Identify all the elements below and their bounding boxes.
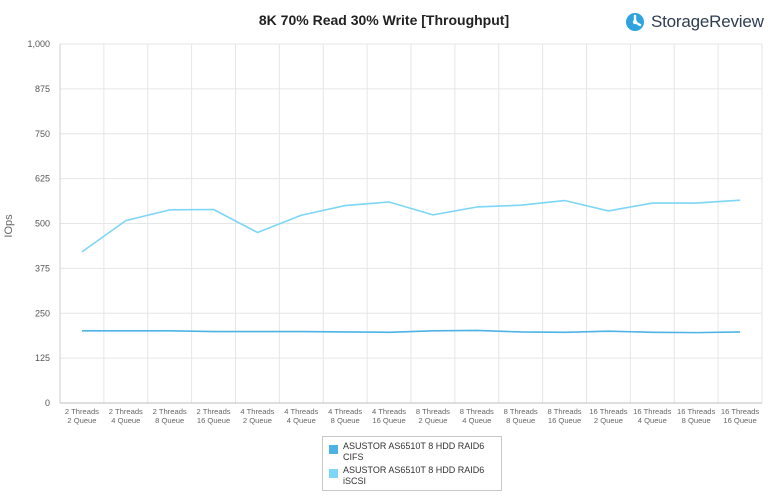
x-tick-label: 4 Queue xyxy=(287,416,316,425)
brand-logo[interactable]: StorageReview xyxy=(625,12,764,32)
data-point[interactable] xyxy=(605,328,611,334)
grid-lines xyxy=(59,43,763,403)
legend-label-iscsi: ASUSTOR AS6510T 8 HDD RAID6 iSCSI xyxy=(343,465,485,486)
x-tick-label: 16 Queue xyxy=(548,416,581,425)
data-point[interactable] xyxy=(430,328,436,334)
y-tick-labels: 0 125 250 375 500 625 750 875 1,000 xyxy=(27,39,50,408)
x-tick-label: 2 Threads xyxy=(109,407,143,416)
data-point[interactable] xyxy=(123,218,129,224)
legend-swatch-cifs xyxy=(329,445,338,454)
storagereview-logo-icon xyxy=(626,13,644,31)
data-point[interactable] xyxy=(430,212,436,218)
data-point[interactable] xyxy=(693,200,699,206)
x-tick-label: 4 Threads xyxy=(240,407,274,416)
x-tick-label: 8 Queue xyxy=(155,416,184,425)
data-point[interactable] xyxy=(254,329,260,335)
y-tick-label: 500 xyxy=(35,219,50,229)
x-tick-label: 4 Threads xyxy=(328,407,362,416)
x-tick-label: 8 Threads xyxy=(416,407,450,416)
data-point[interactable] xyxy=(562,329,568,335)
x-tick-label: 4 Queue xyxy=(638,416,667,425)
data-point[interactable] xyxy=(123,328,129,334)
legend-swatch-iscsi xyxy=(329,469,338,478)
x-tick-label: 8 Threads xyxy=(504,407,538,416)
data-point[interactable] xyxy=(518,202,524,208)
y-tick-label: 750 xyxy=(35,129,50,139)
legend: ASUSTOR AS6510T 8 HDD RAID6 CIFS ASUSTOR… xyxy=(322,436,502,491)
data-point[interactable] xyxy=(342,203,348,209)
x-tick-label: 2 Queue xyxy=(243,416,272,425)
data-point[interactable] xyxy=(298,329,304,335)
x-tick-label: 4 Queue xyxy=(111,416,140,425)
data-point[interactable] xyxy=(737,329,743,335)
data-point[interactable] xyxy=(649,200,655,206)
x-tick-label: 8 Queue xyxy=(506,416,535,425)
data-point[interactable] xyxy=(693,330,699,336)
data-point[interactable] xyxy=(79,249,85,255)
y-axis-label: IOps xyxy=(3,214,15,238)
data-point[interactable] xyxy=(562,198,568,204)
data-point[interactable] xyxy=(474,327,480,333)
x-tick-label: 2 Threads xyxy=(197,407,231,416)
data-point[interactable] xyxy=(211,329,217,335)
series-line-iscsi[interactable] xyxy=(81,199,741,253)
x-tick-label: 8 Queue xyxy=(331,416,360,425)
x-tick-label: 4 Threads xyxy=(284,407,318,416)
data-point[interactable] xyxy=(167,328,173,334)
data-point[interactable] xyxy=(474,204,480,210)
chart-title: 8K 70% Read 30% Write [Throughput] xyxy=(258,12,510,28)
y-tick-label: 250 xyxy=(35,308,50,318)
y-tick-label: 375 xyxy=(35,263,50,273)
data-point[interactable] xyxy=(298,212,304,218)
x-tick-label: 16 Threads xyxy=(633,407,671,416)
y-tick-label: 125 xyxy=(35,353,50,363)
y-tick-label: 875 xyxy=(35,84,50,94)
legend-item-cifs[interactable]: ASUSTOR AS6510T 8 HDD RAID6 CIFS xyxy=(329,441,484,463)
axes xyxy=(59,44,762,404)
data-point[interactable] xyxy=(518,329,524,335)
data-point[interactable] xyxy=(211,206,217,212)
data-point[interactable] xyxy=(254,229,260,235)
x-tick-label: 16 Queue xyxy=(197,416,230,425)
x-tick-label: 8 Threads xyxy=(460,407,494,416)
x-tick-label: 4 Threads xyxy=(372,407,406,416)
x-tick-label: 2 Queue xyxy=(594,416,623,425)
data-point[interactable] xyxy=(79,328,85,334)
x-tick-label: 8 Threads xyxy=(548,407,582,416)
legend-label-cifs: ASUSTOR AS6510T 8 HDD RAID6 CIFS xyxy=(343,441,485,462)
x-tick-label: 2 Threads xyxy=(65,407,99,416)
x-tick-label: 16 Threads xyxy=(677,407,715,416)
x-tick-label: 16 Threads xyxy=(721,407,759,416)
data-point[interactable] xyxy=(737,197,743,203)
y-tick-label: 625 xyxy=(35,174,50,184)
x-tick-label: 4 Queue xyxy=(462,416,491,425)
data-point[interactable] xyxy=(649,329,655,335)
series-line-cifs[interactable] xyxy=(81,329,741,334)
x-tick-label: 16 Queue xyxy=(723,416,756,425)
y-tick-label: 1,000 xyxy=(27,39,50,49)
x-tick-label: 2 Threads xyxy=(153,407,187,416)
x-tick-label: 16 Queue xyxy=(372,416,405,425)
brand-name: StorageReview xyxy=(651,12,764,31)
x-tick-label: 16 Threads xyxy=(589,407,627,416)
series-lines xyxy=(79,197,743,336)
data-point[interactable] xyxy=(386,329,392,335)
y-tick-label: 0 xyxy=(45,398,50,408)
x-tick-label: 2 Queue xyxy=(67,416,96,425)
data-point[interactable] xyxy=(605,208,611,214)
data-point[interactable] xyxy=(167,207,173,213)
x-tick-label: 2 Queue xyxy=(418,416,447,425)
data-point[interactable] xyxy=(386,199,392,205)
legend-item-iscsi[interactable]: ASUSTOR AS6510T 8 HDD RAID6 iSCSI xyxy=(329,465,484,487)
data-point[interactable] xyxy=(342,329,348,335)
x-tick-label: 8 Queue xyxy=(682,416,711,425)
